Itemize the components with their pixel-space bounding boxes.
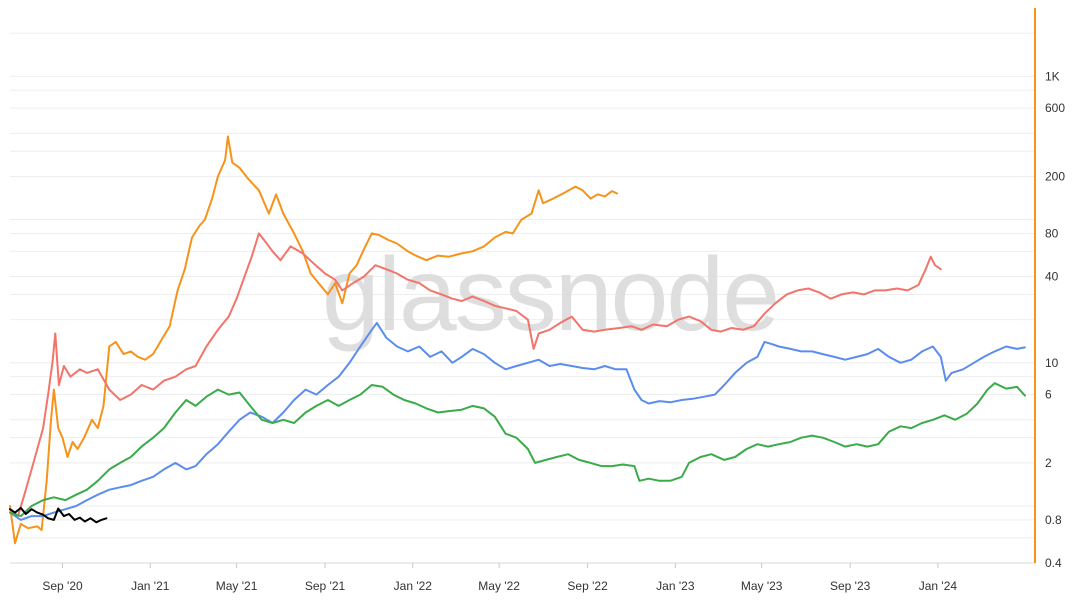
x-tick-label: May '22 [478, 579, 520, 593]
y-tick-label: 0.4 [1045, 556, 1062, 570]
x-tick-label: Jan '24 [919, 579, 958, 593]
y-tick-label: 40 [1045, 270, 1059, 284]
x-tick-label: Jan '22 [394, 579, 433, 593]
y-tick-label: 0.8 [1045, 513, 1062, 527]
x-tick-label: May '23 [741, 579, 783, 593]
y-tick-label: 1K [1045, 69, 1060, 83]
x-tick-label: Sep '20 [42, 579, 83, 593]
series-group [9, 135, 1026, 545]
y-tick-label: 80 [1045, 226, 1059, 240]
gridlines [10, 32, 1035, 564]
series-line-4 [9, 382, 1026, 518]
x-axis-ticks: Sep '20 Jan '21 May '21 Sep '21 Jan '22 May '… [42, 563, 957, 593]
series-line-2 [9, 232, 942, 518]
x-tick-label: Sep '23 [830, 579, 871, 593]
x-tick-label: May '21 [216, 579, 258, 593]
y-tick-label: 6 [1045, 388, 1052, 402]
y-tick-label: 2 [1045, 456, 1052, 470]
series-line-3 [9, 321, 1026, 521]
watermark: glassnode [322, 237, 778, 353]
y-tick-label: 10 [1045, 356, 1059, 370]
x-tick-label: Jan '23 [656, 579, 695, 593]
y-axis-ticks: 0.4 0.8 2 6 10 40 80 200 600 1K [1045, 69, 1065, 570]
x-tick-label: Sep '22 [567, 579, 608, 593]
y-tick-label: 200 [1045, 169, 1065, 183]
x-tick-label: Jan '21 [131, 579, 170, 593]
series-line-1 [9, 135, 619, 545]
x-tick-label: Sep '21 [305, 579, 346, 593]
y-tick-label: 600 [1045, 101, 1065, 115]
series-line-5 [9, 506, 108, 524]
